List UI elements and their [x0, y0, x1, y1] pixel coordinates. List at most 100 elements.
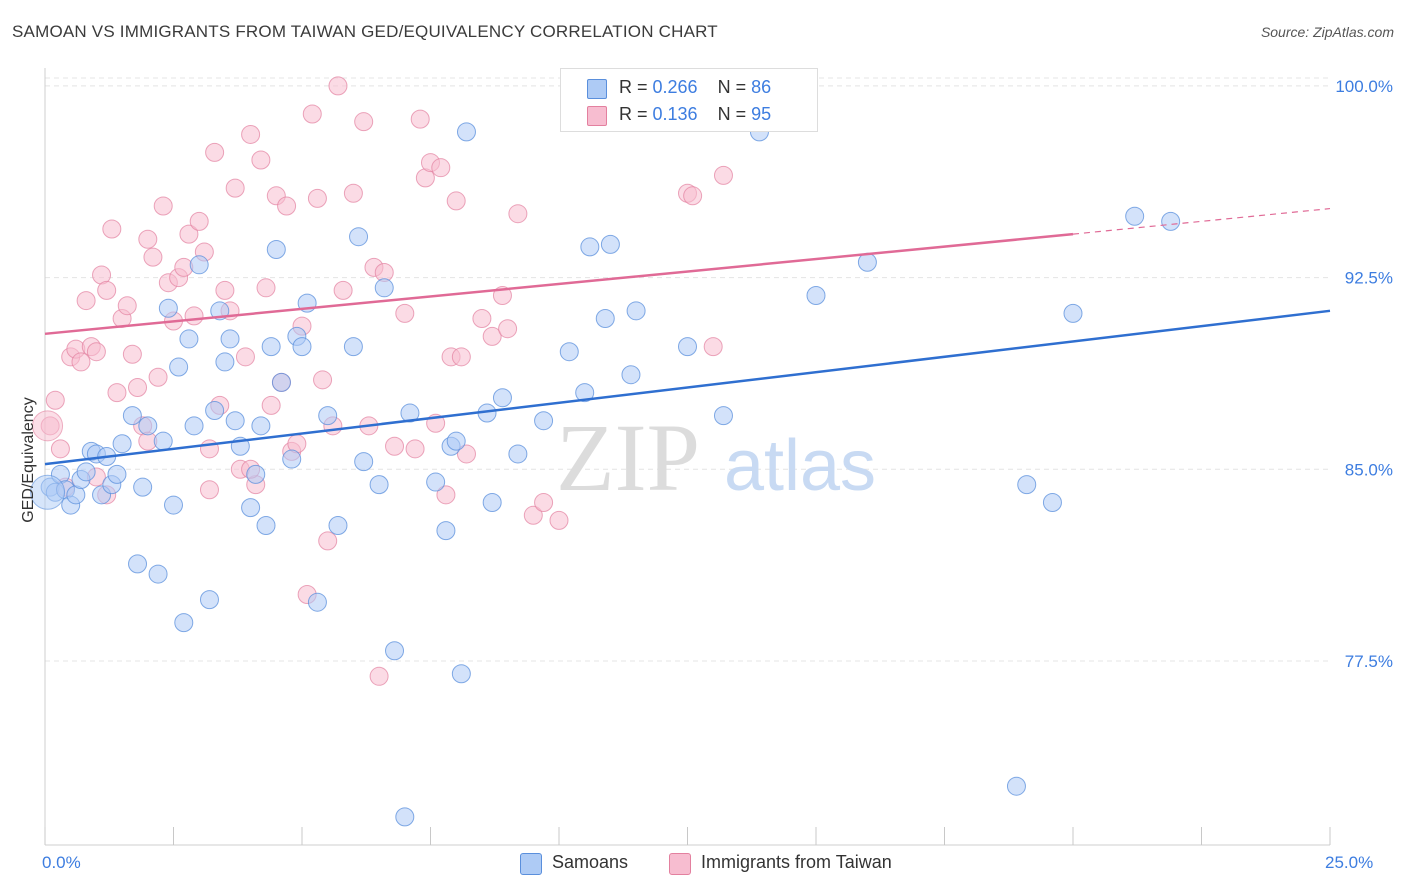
taiwan-point [107, 383, 127, 403]
samoan-point [395, 807, 415, 827]
samoan-point [266, 239, 286, 259]
taiwan-point [395, 303, 415, 323]
samoan-point [241, 498, 261, 518]
samoan-point [385, 641, 405, 661]
taiwan-point [472, 308, 492, 328]
samoan-point [112, 434, 132, 454]
samoan-point [456, 122, 476, 142]
taiwan-point [45, 390, 65, 410]
y-axis-title: GED/Equivalency [20, 397, 37, 523]
samoan-point [199, 590, 219, 610]
samoan-point [76, 462, 96, 482]
taiwan-point [184, 306, 204, 326]
taiwan-point [549, 510, 569, 530]
taiwan-point [498, 319, 518, 339]
taiwan-point [354, 112, 374, 132]
taiwan-point-cluster [32, 410, 64, 442]
samoan-point [189, 255, 209, 275]
taiwan-point [451, 347, 471, 367]
taiwan-point [436, 485, 456, 505]
y-tick-labels: 77.5% 85.0% 92.5% 100.0% [1335, 77, 1393, 671]
samoan-point [575, 383, 595, 403]
taiwan-point [122, 344, 142, 364]
samoan-point [1017, 475, 1037, 495]
samoan-point [354, 452, 374, 472]
legend-n-value: 86 [751, 77, 772, 97]
taiwan-point [251, 150, 271, 170]
taiwan-point [534, 493, 554, 513]
watermark-zip: ZIP [556, 404, 700, 511]
samoan-point [436, 521, 456, 541]
y-tick-label: 85.0% [1345, 460, 1393, 479]
samoan-point [492, 388, 512, 408]
taiwan-point [261, 395, 281, 415]
samoan-point [205, 400, 225, 420]
taiwan-point [713, 165, 733, 185]
taiwan-point [333, 280, 353, 300]
axes [44, 68, 1331, 846]
taiwan-point [431, 158, 451, 178]
samoan-point [174, 613, 194, 633]
samoan-point [328, 516, 348, 536]
gridlines [45, 77, 1330, 662]
samoan-point [122, 406, 142, 426]
samoan-point [343, 337, 363, 357]
samoan-point [220, 329, 240, 349]
samoan-point [349, 227, 369, 247]
samoan-point [678, 337, 697, 357]
watermark: ZIP atlas [556, 404, 876, 511]
taiwan-point [97, 280, 117, 300]
samoan-point [307, 592, 327, 612]
legend-label-samoans: Samoans [552, 852, 629, 872]
chart-title: SAMOAN VS IMMIGRANTS FROM TAIWAN GED/EQU… [12, 22, 718, 41]
samoan-point [158, 298, 178, 318]
taiwan-point [456, 444, 476, 464]
legend-swatch-blue [587, 79, 607, 99]
samoan-point [292, 337, 312, 357]
taiwan-point [307, 188, 327, 208]
legend-swatch-pink [587, 106, 607, 126]
samoan-point [282, 449, 302, 469]
legend-r-label: R = [619, 104, 653, 124]
source-label: Source: ZipAtlas.com [1260, 24, 1394, 40]
samoan-point [400, 403, 420, 423]
taiwan-point [138, 229, 158, 249]
taiwan-point [102, 219, 122, 239]
samoan-point [857, 252, 877, 272]
samoan-point [534, 411, 554, 431]
taiwan-point [385, 436, 405, 456]
taiwan-point [343, 183, 363, 203]
samoan-point [251, 416, 271, 436]
legend-n-value: 95 [751, 104, 772, 124]
legend-r-value: 0.136 [652, 104, 698, 124]
taiwan-point [683, 186, 703, 206]
y-tick-label: 77.5% [1345, 652, 1393, 671]
legend-swatch-pink [669, 853, 691, 875]
taiwan-trend-line [44, 232, 1074, 336]
samoan-point [133, 477, 153, 497]
samoan-trend-line [44, 309, 1331, 466]
samoan-point [713, 406, 733, 426]
legend-label-taiwan: Immigrants from Taiwan [701, 852, 892, 872]
samoan-point [153, 431, 173, 451]
samoan-point [1006, 776, 1026, 796]
taiwan-point [86, 342, 106, 362]
samoan-point [595, 308, 615, 328]
samoan-point [184, 416, 204, 436]
samoan-point [482, 493, 502, 513]
samoan-point [256, 516, 276, 536]
taiwan-point [318, 531, 338, 551]
taiwan-point [189, 211, 209, 231]
taiwan-trend-extension [1072, 207, 1331, 235]
samoan-point [164, 495, 183, 515]
taiwan-point [117, 296, 137, 316]
samoan-points [30, 122, 1181, 827]
taiwan-point [153, 196, 173, 216]
samoan-point [369, 475, 389, 495]
taiwan-point [508, 204, 528, 224]
taiwan-point [703, 337, 723, 357]
taiwan-point [71, 352, 91, 372]
samoan-point [446, 431, 466, 451]
taiwan-point [446, 191, 466, 211]
